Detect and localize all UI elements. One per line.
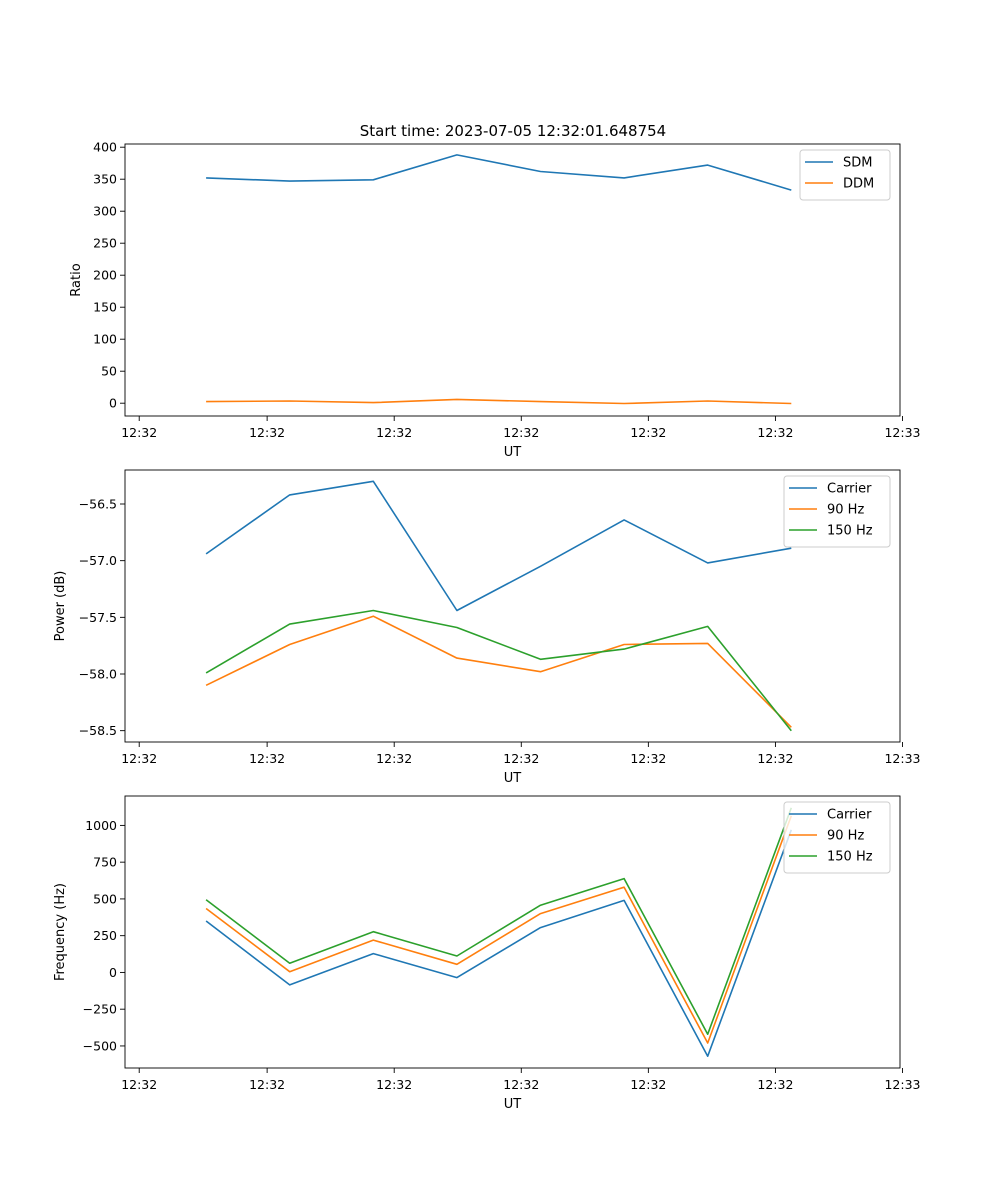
x-tick-label: 12:32 xyxy=(121,425,157,440)
y-axis-label: Power (dB) xyxy=(53,571,68,642)
y-tick-label: 250 xyxy=(93,236,117,251)
series-line-carrier xyxy=(205,829,793,1057)
y-tick-label: −56.5 xyxy=(79,497,117,512)
x-tick-label: 12:33 xyxy=(884,425,920,440)
x-tick-label: 12:32 xyxy=(249,1077,285,1092)
x-tick-label: 12:32 xyxy=(503,751,539,766)
x-tick-label: 12:32 xyxy=(630,751,666,766)
x-tick-label: 12:33 xyxy=(884,1077,920,1092)
x-tick-label: 12:32 xyxy=(757,751,793,766)
y-tick-label: −57.0 xyxy=(79,553,117,568)
y-tick-label: −57.5 xyxy=(79,610,117,625)
legend-entry: SDM xyxy=(843,156,872,171)
series-line-sdm xyxy=(206,154,792,191)
legend: SDM DDM xyxy=(799,149,891,201)
legend-entry: 90 Hz xyxy=(827,829,864,844)
y-tick-label: 300 xyxy=(93,204,117,219)
y-tick-label: −58.5 xyxy=(79,723,117,738)
y-tick-label: 100 xyxy=(93,332,117,347)
x-tick-label: 12:32 xyxy=(757,1077,793,1092)
series-line-150-hz xyxy=(205,609,792,732)
x-tick-label: 12:32 xyxy=(503,425,539,440)
x-tick-label: 12:32 xyxy=(376,751,412,766)
y-tick-label: 350 xyxy=(93,172,117,187)
series-line-carrier xyxy=(205,480,792,612)
figure-title: Start time: 2023-07-05 12:32:01.648754 xyxy=(360,122,666,140)
y-tick-label: 0 xyxy=(109,396,117,411)
y-tick-label: 250 xyxy=(93,928,117,943)
x-tick-label: 12:32 xyxy=(249,425,285,440)
chart-frequency: −500 −250 0 250 500 750 1000 12:32 12:32 12:32 12:… xyxy=(53,795,921,1112)
series-line-90-hz xyxy=(205,815,793,1044)
x-axis-label: UT xyxy=(504,1097,522,1112)
legend-entry: Carrier xyxy=(827,808,872,823)
series-line-90-hz xyxy=(205,615,792,728)
x-axis-label: UT xyxy=(504,771,522,786)
series-line-150-hz xyxy=(205,807,793,1035)
x-tick-label: 12:32 xyxy=(376,425,412,440)
legend-entry: 150 Hz xyxy=(827,850,873,865)
legend-entry: 150 Hz xyxy=(827,524,873,539)
y-tick-label: 50 xyxy=(101,364,117,379)
legend-entry: DDM xyxy=(843,177,874,192)
y-tick-label: 1000 xyxy=(85,818,117,833)
chart-ratio: 0 50 100 150 200 250 300 350 400 12:32 12:32 12:32 1… xyxy=(69,140,921,460)
y-tick-label: 400 xyxy=(93,140,117,155)
y-tick-label: −500 xyxy=(83,1038,117,1053)
x-tick-label: 12:32 xyxy=(121,1077,157,1092)
y-axis-label: Ratio xyxy=(69,263,84,296)
chart-power: −58.5 −58.0 −57.5 −57.0 −56.5 12:32 12:32 12:32… xyxy=(53,469,921,786)
plot-frame xyxy=(124,143,901,417)
y-tick-label: −58.0 xyxy=(79,667,117,682)
x-tick-label: 12:32 xyxy=(630,1077,666,1092)
legend-entry: 90 Hz xyxy=(827,503,864,518)
x-axis-label: UT xyxy=(504,445,522,460)
y-tick-label: 750 xyxy=(93,855,117,870)
x-tick-label: 12:33 xyxy=(884,751,920,766)
x-tick-label: 12:32 xyxy=(121,751,157,766)
legend-entry: Carrier xyxy=(827,482,872,497)
legend: Carrier 90 Hz 150 Hz xyxy=(783,801,891,874)
x-tick-label: 12:32 xyxy=(249,751,285,766)
x-tick-label: 12:32 xyxy=(376,1077,412,1092)
x-tick-label: 12:32 xyxy=(757,425,793,440)
y-tick-label: 0 xyxy=(109,965,117,980)
series-line-ddm xyxy=(206,398,792,405)
plot-frame xyxy=(124,469,901,743)
legend: Carrier 90 Hz 150 Hz xyxy=(783,475,891,548)
plot-frame xyxy=(124,795,901,1069)
y-tick-label: −250 xyxy=(83,1002,117,1017)
y-tick-label: 200 xyxy=(93,268,117,283)
y-tick-label: 150 xyxy=(93,300,117,315)
y-axis-label: Frequency (Hz) xyxy=(53,883,68,981)
x-tick-label: 12:32 xyxy=(503,1077,539,1092)
y-tick-label: 500 xyxy=(93,891,117,906)
x-tick-label: 12:32 xyxy=(630,425,666,440)
